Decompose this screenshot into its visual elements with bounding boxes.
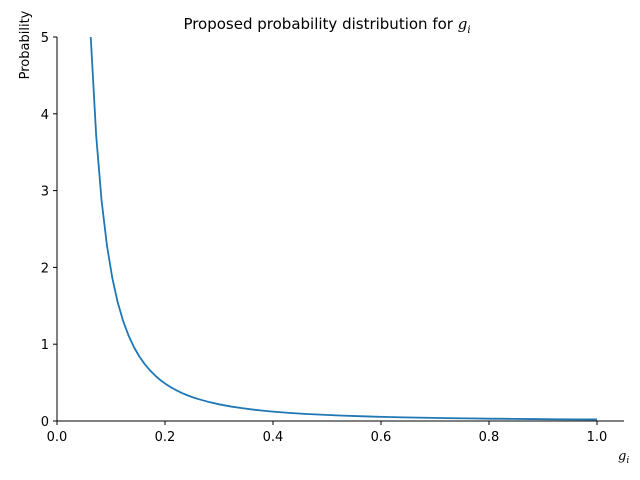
y-tick-label: 0 <box>41 415 49 430</box>
y-tick-label: 1 <box>41 338 49 353</box>
x-axis-label-subscript: i <box>626 456 629 466</box>
x-tick-label: 0.4 <box>263 430 284 445</box>
y-tick-label: 4 <box>41 108 49 123</box>
x-tick-label: 0.8 <box>479 430 500 445</box>
y-tick-label: 2 <box>41 261 49 276</box>
x-tick-label: 0.0 <box>47 430 68 445</box>
x-axis-ticks: 0.0 0.2 0.4 0.6 0.8 1.0 <box>47 421 608 445</box>
y-axis-ticks: 0 1 2 3 4 5 <box>41 31 57 430</box>
x-axis-label-symbol: g <box>618 449 626 464</box>
y-tick-label: 3 <box>41 185 49 200</box>
x-tick-label: 0.6 <box>371 430 392 445</box>
chart-title-subscript: i <box>467 25 470 36</box>
x-axis-label: gi <box>618 449 629 466</box>
y-tick-label: 5 <box>41 31 49 46</box>
x-tick-label: 0.2 <box>155 430 176 445</box>
chart-title: Proposed probability distribution for gi <box>183 15 470 36</box>
x-tick-label: 1.0 <box>587 430 608 445</box>
series-line-0 <box>89 36 598 421</box>
y-axis-label: Probability <box>18 10 33 79</box>
chart-title-text: Proposed probability distribution for <box>183 15 453 33</box>
plot-area <box>89 36 598 421</box>
chart-title-symbol: g <box>458 15 468 33</box>
